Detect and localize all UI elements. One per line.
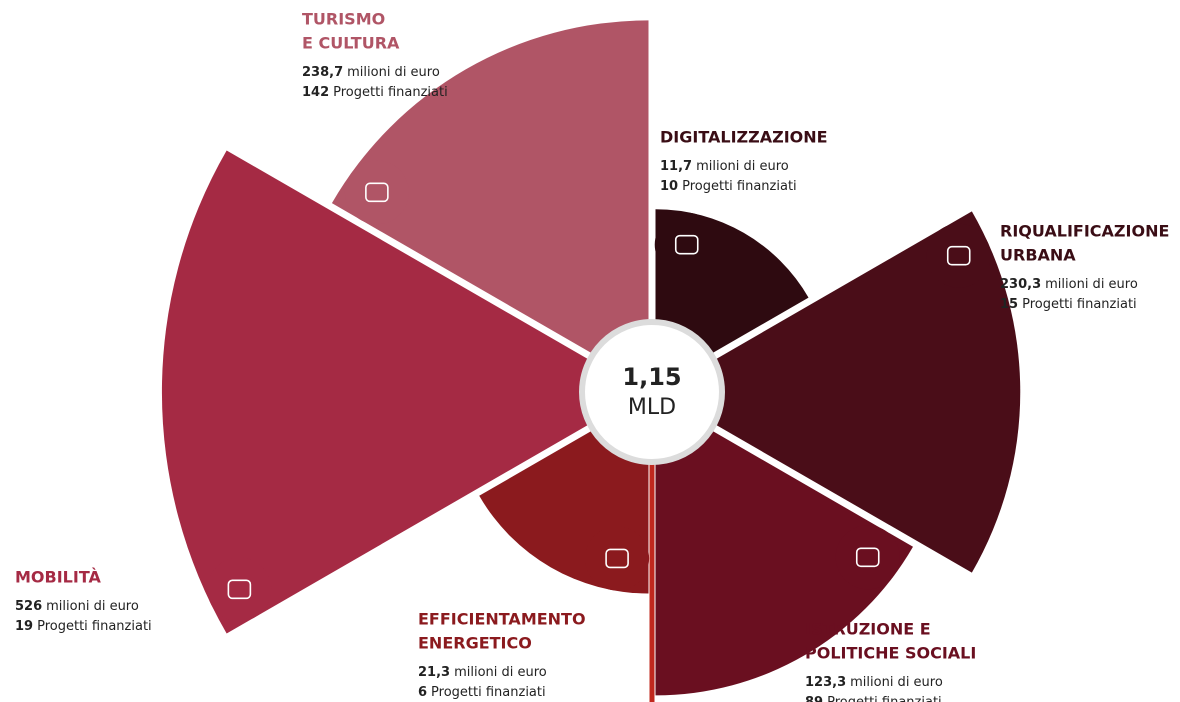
category-label: POLITICHE SOCIALI xyxy=(805,644,976,663)
projects-count: 15 xyxy=(1000,297,1018,312)
icon-badge xyxy=(926,223,991,288)
value-label: 21,3 xyxy=(418,665,450,680)
projects-text: Progetti finanziati xyxy=(37,619,152,634)
icon xyxy=(227,579,252,600)
icon xyxy=(674,234,699,255)
icon-badge xyxy=(207,557,272,622)
icon-badge xyxy=(585,526,650,591)
value-label: 123,3 xyxy=(805,675,846,690)
projects-line: 142 Progetti finanziati xyxy=(302,85,448,100)
value-label: 230,3 xyxy=(1000,277,1041,292)
sector xyxy=(161,150,646,634)
sector xyxy=(655,398,913,696)
amount-line: 11,7 milioni di euro xyxy=(660,159,789,174)
projects-line: 6 Progetti finanziati xyxy=(418,685,546,700)
amount-line: 238,7 milioni di euro xyxy=(302,65,440,80)
projects-count: 142 xyxy=(302,85,329,100)
icon-badge xyxy=(344,160,409,225)
projects-text: Progetti finanziati xyxy=(1022,297,1137,312)
category-label: ISTRUZIONE E xyxy=(805,620,931,639)
labels: TURISMO E CULTURA 238,7 milioni di euro 142 P… xyxy=(15,10,1169,702)
icon xyxy=(855,547,880,568)
icon xyxy=(365,182,389,203)
unit-text: milioni di euro xyxy=(1045,277,1138,292)
projects-count: 6 xyxy=(418,685,427,700)
sectors xyxy=(161,20,1021,696)
projects-count: 89 xyxy=(805,695,823,702)
amount-line: 21,3 milioni di euro xyxy=(418,665,547,680)
unit-text: milioni di euro xyxy=(696,159,789,174)
projects-text: Progetti finanziati xyxy=(333,85,448,100)
value-label: 526 xyxy=(15,599,42,614)
category-label: MOBILITÀ xyxy=(15,568,101,587)
icon-badge xyxy=(835,525,900,590)
projects-text: Progetti finanziati xyxy=(682,179,797,194)
projects-text: Progetti finanziati xyxy=(827,695,942,702)
category-label: URBANA xyxy=(1000,246,1076,265)
unit-text: milioni di euro xyxy=(454,665,547,680)
category-label: TURISMO xyxy=(302,10,385,29)
unit-text: milioni di euro xyxy=(347,65,440,80)
category-label: RIQUALIFICAZIONE xyxy=(1000,222,1169,241)
icon xyxy=(946,245,971,266)
projects-line: 89 Progetti finanziati xyxy=(805,695,942,702)
projects-count: 10 xyxy=(660,179,678,194)
sector xyxy=(331,20,649,386)
projects-text: Progetti finanziati xyxy=(431,685,546,700)
center-circle xyxy=(579,319,725,465)
amount-line: 123,3 milioni di euro xyxy=(805,675,943,690)
category-label: EFFICIENTAMENTO xyxy=(418,610,586,629)
value-label: 11,7 xyxy=(660,159,692,174)
sector xyxy=(659,211,1021,573)
value-label: 238,7 xyxy=(302,65,343,80)
category-label: E CULTURA xyxy=(302,34,400,53)
total-value: 1,15 xyxy=(622,363,681,391)
amount-line: 526 milioni di euro xyxy=(15,599,139,614)
projects-count: 19 xyxy=(15,619,33,634)
projects-line: 15 Progetti finanziati xyxy=(1000,297,1137,312)
unit-text: milioni di euro xyxy=(46,599,139,614)
projects-line: 10 Progetti finanziati xyxy=(660,179,797,194)
category-label: ENERGETICO xyxy=(418,634,532,653)
icon-badge xyxy=(654,212,719,277)
unit-text: milioni di euro xyxy=(850,675,943,690)
icon xyxy=(605,548,629,569)
projects-line: 19 Progetti finanziati xyxy=(15,619,152,634)
category-label: DIGITALIZZAZIONE xyxy=(660,128,828,147)
total-unit: MLD xyxy=(628,395,676,420)
amount-line: 230,3 milioni di euro xyxy=(1000,277,1138,292)
